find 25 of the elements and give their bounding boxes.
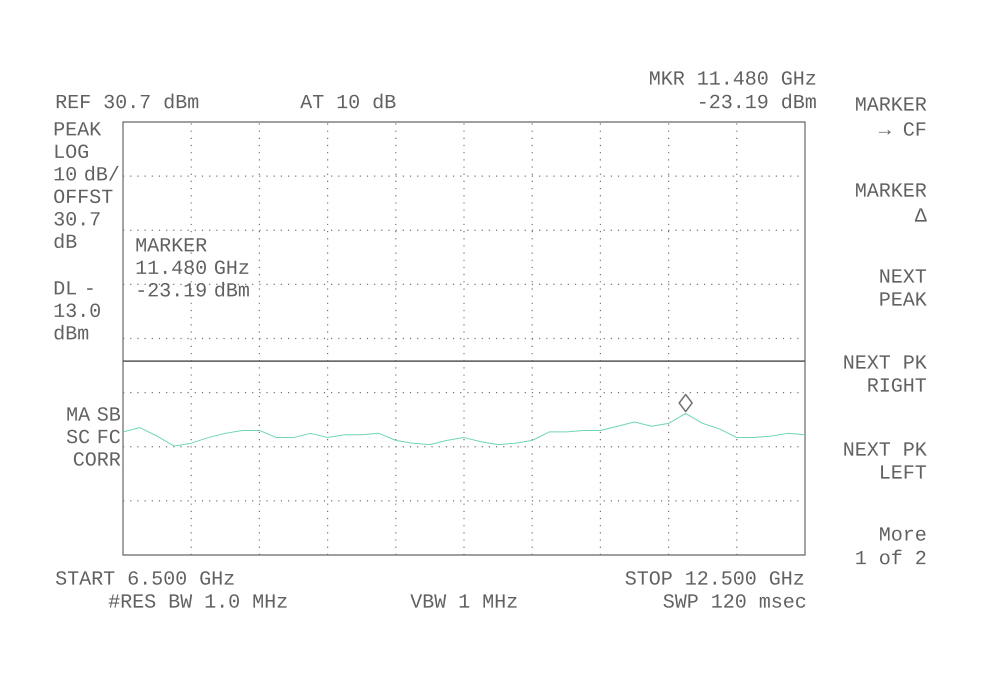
text: MARKER 11.480 GHz -23.19 dBm bbox=[136, 238, 249, 297]
text: AT 10 dB bbox=[300, 94, 396, 108]
text: → CF bbox=[878, 122, 926, 136]
text: NEXT PK bbox=[844, 355, 927, 369]
text: RIGHT bbox=[868, 378, 926, 392]
text: LEFT bbox=[881, 465, 926, 479]
text: MARKER bbox=[856, 183, 926, 197]
text: 1 of 2 bbox=[856, 550, 926, 564]
text: NEXT bbox=[880, 269, 926, 283]
text: #RES BW 1.0 MHz bbox=[108, 594, 287, 608]
ref-line-label: DL -13.0 dBm bbox=[54, 281, 100, 340]
text: MARKER bbox=[856, 97, 926, 111]
text: SWP 120 msec bbox=[664, 594, 806, 608]
text: Δ bbox=[914, 208, 927, 222]
text: NEXT PK bbox=[844, 442, 927, 456]
text: MKR 11.480 GHz bbox=[650, 71, 816, 85]
text: VBW 1 MHz bbox=[410, 594, 517, 608]
text: STOP 12.500 GHz bbox=[626, 571, 804, 585]
text: -23.19 dBm bbox=[700, 94, 816, 108]
text: More bbox=[880, 527, 926, 541]
text: MA SB SC FC CORR bbox=[66, 407, 120, 466]
text: START 6.500 GHz bbox=[56, 571, 234, 585]
text: REF 30.7 dBm bbox=[56, 94, 198, 108]
text: PEAK bbox=[880, 292, 927, 306]
text: PEAK LOG 10 dB/ OFFST 30.7 dB bbox=[54, 122, 119, 248]
